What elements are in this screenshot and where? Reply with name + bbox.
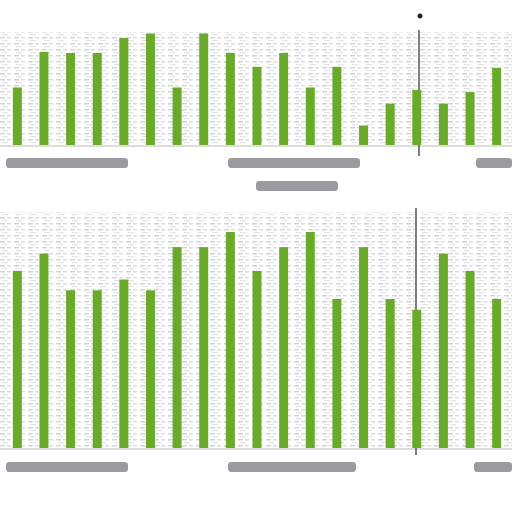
bar xyxy=(12,270,22,448)
bar xyxy=(119,279,129,448)
bar xyxy=(199,33,209,146)
bar xyxy=(359,125,369,145)
bar xyxy=(172,247,182,448)
bar xyxy=(199,247,209,448)
bar xyxy=(145,33,155,146)
bar xyxy=(12,87,22,145)
label-blobs xyxy=(6,158,512,472)
label-blob xyxy=(476,158,512,168)
bar xyxy=(225,53,235,145)
bar xyxy=(492,67,502,145)
bar xyxy=(438,103,448,145)
label-blob xyxy=(474,462,512,472)
bar xyxy=(92,290,102,448)
bar xyxy=(66,53,76,145)
bar xyxy=(39,253,49,448)
bar xyxy=(305,232,315,448)
bar xyxy=(332,66,342,145)
bar xyxy=(39,51,49,145)
bar xyxy=(252,270,262,448)
bar xyxy=(385,103,395,145)
bar xyxy=(225,232,235,448)
bar xyxy=(332,298,342,448)
bar xyxy=(438,253,448,448)
bar xyxy=(305,87,315,145)
bar xyxy=(385,298,395,448)
bar xyxy=(172,87,182,145)
label-blob xyxy=(6,158,128,168)
bar xyxy=(279,247,289,448)
bar xyxy=(66,290,76,448)
bar xyxy=(279,53,289,145)
bar xyxy=(412,89,422,145)
bar xyxy=(465,270,475,448)
bar xyxy=(465,92,475,145)
bar xyxy=(359,247,369,448)
label-blob xyxy=(6,462,128,472)
bar xyxy=(92,53,102,145)
label-blob xyxy=(228,462,356,472)
bar xyxy=(145,290,155,448)
label-blob xyxy=(228,158,360,168)
bar xyxy=(412,309,422,448)
bar xyxy=(252,66,262,145)
bar xyxy=(119,38,129,145)
label-blob xyxy=(256,181,338,191)
bar xyxy=(492,298,502,448)
dot xyxy=(417,13,423,19)
